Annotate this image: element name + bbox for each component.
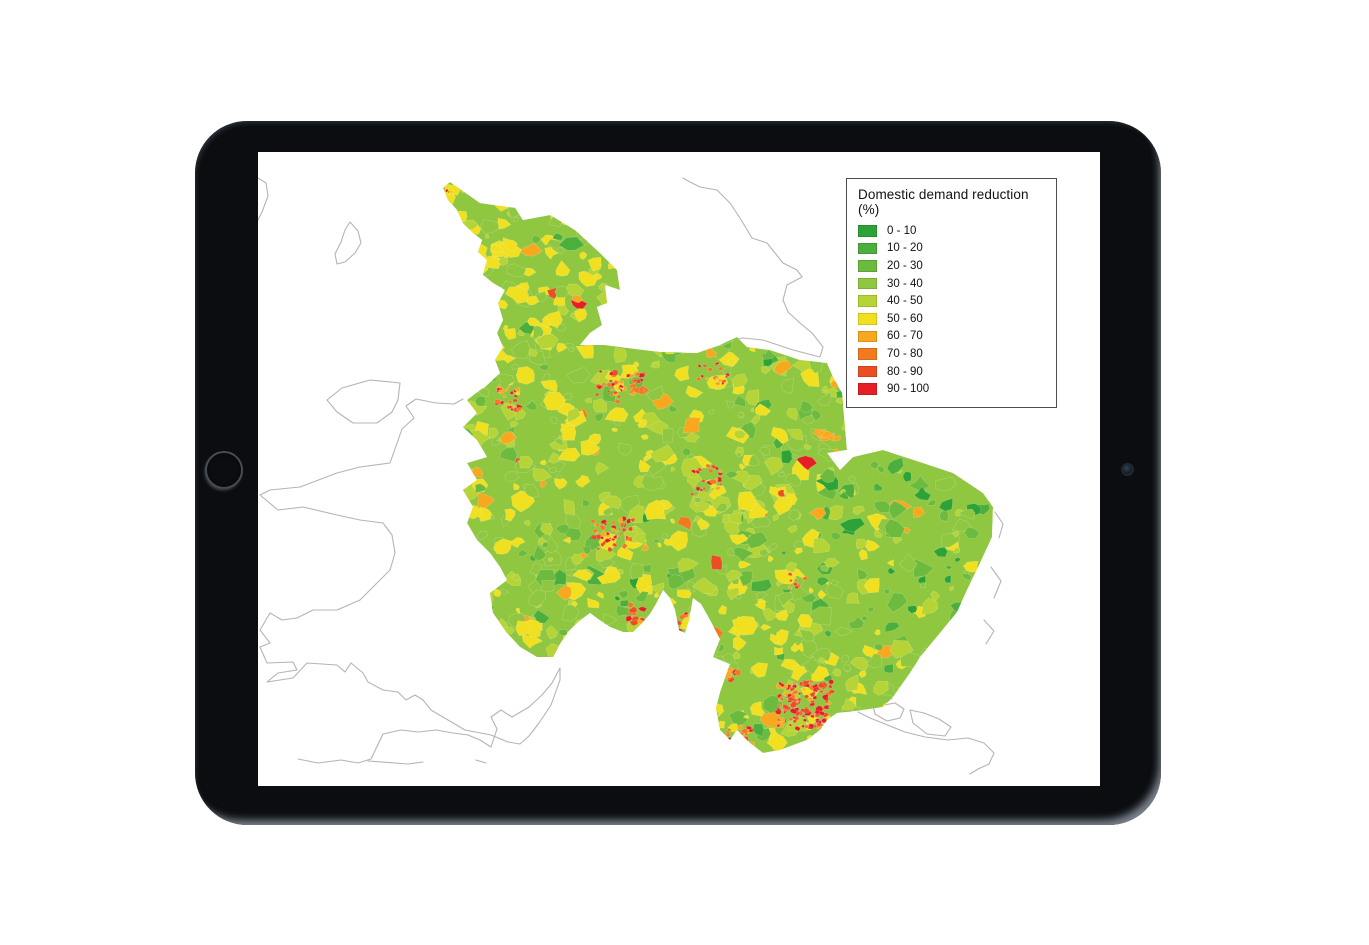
tablet-device: Domestic demand reduction (%) 0 - 10 10 -… [195,121,1161,825]
legend-swatch [858,348,877,360]
legend-label: 70 - 80 [887,347,923,360]
legend-label: 10 - 20 [887,242,923,255]
legend-swatch [858,313,877,325]
tablet-screen: Domestic demand reduction (%) 0 - 10 10 -… [258,152,1100,786]
legend-title: Domestic demand reduction (%) [858,187,1029,217]
legend-label: 50 - 60 [887,312,923,325]
coastline-devon-shore [367,759,487,765]
legend-swatch [858,330,877,343]
legend-swatch [858,242,877,255]
legend-item: 20 - 30 [858,257,1050,275]
coastline-scotland [258,177,269,221]
front-camera-icon [1123,465,1132,474]
legend-swatch [858,365,877,378]
legend-label: 40 - 50 [887,295,923,308]
coastline-thames-kent [857,711,995,775]
map-legend: Domestic demand reduction (%) 0 - 10 10 -… [846,178,1057,408]
legend-swatch [858,260,877,272]
legend-item: 70 - 80 [858,345,1050,363]
legend-swatch [858,277,877,290]
legend-item: 90 - 100 [858,380,1050,398]
legend-item: 10 - 20 [858,240,1050,258]
coastline-wales-and-southwest [259,398,561,764]
coastline-isle-of-man [334,221,362,265]
choropleth-map [258,177,1004,775]
legend-label: 80 - 90 [887,365,923,378]
legend-item: 30 - 40 [858,275,1050,293]
legend-items: 0 - 10 10 - 20 20 - 30 30 - 40 40 - 50 50 - 6… [858,222,1050,398]
home-button[interactable] [205,451,243,489]
legend-item: 50 - 60 [858,310,1050,328]
legend-item: 60 - 70 [858,328,1050,346]
coastline-thames-islands [871,700,952,737]
coastline-anglesey [326,379,401,424]
legend-item: 40 - 50 [858,292,1050,310]
legend-label: 0 - 10 [887,224,917,237]
legend-item: 0 - 10 [858,222,1050,240]
legend-swatch [858,295,877,307]
legend-label: 90 - 100 [887,383,930,396]
legend-item: 80 - 90 [858,363,1050,381]
legend-swatch [858,225,877,237]
legend-swatch [858,383,877,395]
legend-label: 60 - 70 [887,330,923,343]
legend-label: 20 - 30 [887,259,923,272]
coastline-northeast-england [682,177,824,358]
coastline-norfolk-rivers [983,511,1004,645]
legend-label: 30 - 40 [887,277,923,290]
